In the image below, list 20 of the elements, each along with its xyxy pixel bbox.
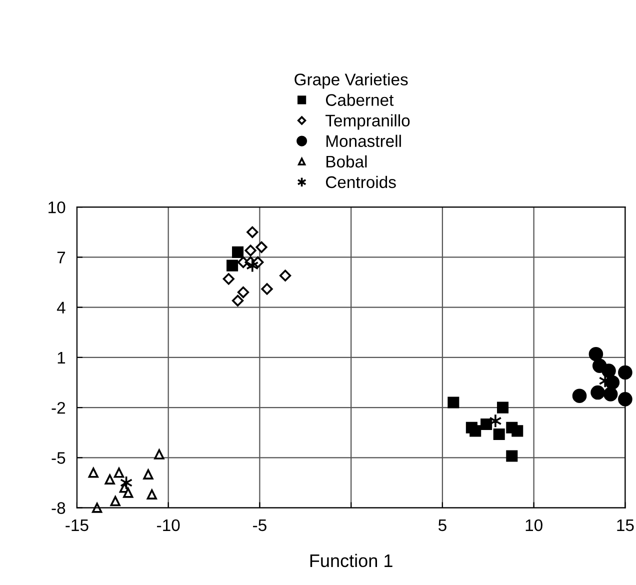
x-tick-label: 15 [617, 520, 634, 532]
x-tick-label: 5 [438, 520, 446, 532]
y-tick-label: -2 [52, 402, 66, 414]
legend-label: Centroids [326, 176, 396, 188]
legend-label: Tempranillo [326, 114, 410, 130]
y-tick-label: 10 [48, 201, 66, 214]
x-tick-label: -10 [157, 519, 180, 532]
y-tick-label: 4 [56, 302, 66, 314]
y-tick-label: 7 [57, 252, 66, 264]
legend-label: Cabernet [326, 94, 394, 106]
x-tick-label: -15 [66, 520, 88, 532]
legend-title: Grape Varieties [294, 73, 408, 89]
legend-label: Monastrell [326, 134, 401, 148]
y-tick-label: -5 [52, 452, 66, 464]
x-axis-title: Function 1 [310, 554, 392, 568]
y-tick-label: -8 [52, 502, 66, 514]
y-tick-label: 1 [58, 352, 66, 364]
x-tick-label: 10 [526, 519, 542, 532]
x-tick-label: -5 [253, 520, 266, 532]
legend-label: Bobal [326, 155, 367, 168]
